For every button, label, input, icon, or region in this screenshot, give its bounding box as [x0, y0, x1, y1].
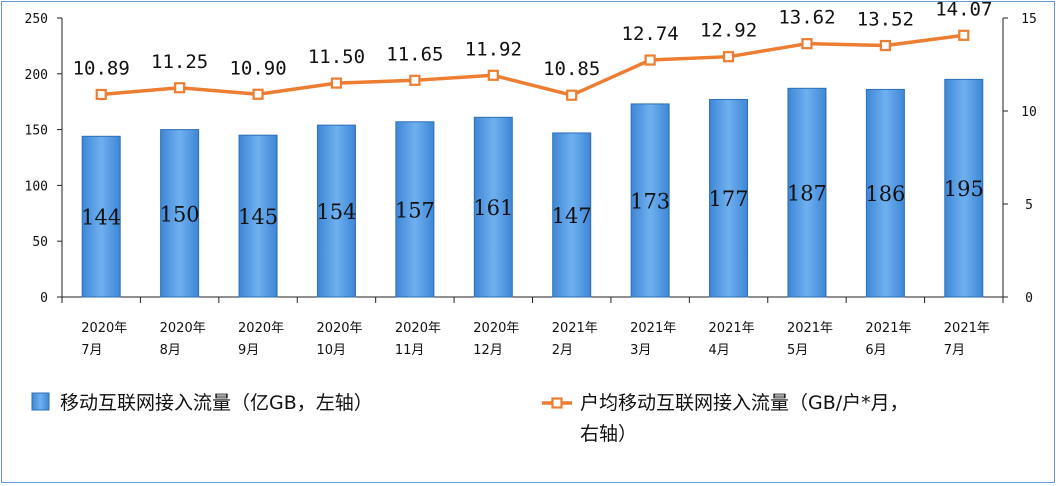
bar [81, 135, 121, 298]
line-data-label: 10.85 [543, 58, 600, 80]
bar-data-label: 154 [316, 200, 356, 224]
bar [395, 121, 435, 298]
x-category-label-month: 9月 [238, 343, 259, 358]
line-data-label: 11.65 [386, 43, 443, 65]
line-point-marker [487, 69, 499, 81]
bar-data-label: 157 [395, 198, 435, 222]
left-axis-tick-label: 150 [25, 124, 48, 139]
x-category-label-month: 10月 [316, 343, 346, 358]
line-point-marker [174, 82, 186, 94]
bar-data-label: 161 [473, 196, 513, 220]
right-axis-tick-label: 15 [1021, 12, 1037, 27]
legend-bar-swatch [31, 392, 50, 411]
line-data-label: 12.92 [700, 20, 757, 42]
bar-data-label: 186 [865, 182, 905, 206]
left-axis-tick-label: 0 [40, 291, 48, 306]
bar [473, 116, 513, 298]
bar [238, 134, 278, 298]
line-point-marker [644, 54, 656, 66]
bar [160, 129, 200, 298]
line-data-label: 10.89 [73, 57, 130, 79]
left-axis-tick-label: 200 [25, 68, 48, 83]
x-category-label-year: 2021年 [630, 321, 676, 336]
legend-line-marker [551, 397, 563, 409]
left-axis-tick-label: 100 [25, 179, 48, 194]
bar [552, 132, 592, 298]
x-category-label-month: 3月 [630, 343, 651, 358]
right-axis-tick-label: 5 [1025, 198, 1033, 213]
bar-data-label: 187 [787, 182, 827, 206]
x-category-label-year: 2021年 [552, 321, 598, 336]
bar-data-label: 195 [944, 177, 984, 201]
x-category-label-year: 2021年 [865, 321, 911, 336]
x-category-label-month: 5月 [787, 343, 808, 358]
x-category-label-month: 2月 [552, 343, 573, 358]
line-series-path [101, 33, 965, 97]
line-point-marker [566, 89, 578, 101]
x-category-label-year: 2020年 [160, 321, 206, 336]
left-axis-tick-label: 250 [25, 12, 48, 27]
line-point-marker [801, 38, 813, 50]
bar [709, 98, 749, 298]
line-data-label: 11.25 [151, 51, 208, 73]
x-category-label-month: 7月 [944, 343, 965, 358]
x-category-label-year: 2020年 [395, 321, 441, 336]
legend-line-label-cont: 右轴） [580, 423, 637, 445]
bar [630, 103, 670, 298]
line-point-marker [409, 74, 421, 86]
bar-data-label: 150 [160, 202, 200, 226]
x-category-label-year: 2020年 [81, 321, 127, 336]
line-data-label: 13.62 [778, 7, 835, 29]
x-category-label-month: 7月 [81, 343, 102, 358]
bar [787, 87, 827, 298]
right-axis-tick-label: 0 [1025, 291, 1033, 306]
bar-data-label: 147 [552, 204, 592, 228]
x-category-label-year: 2020年 [473, 321, 519, 336]
bar [316, 124, 356, 298]
legend-bar-label: 移动互联网接入流量（亿GB，左轴） [60, 392, 373, 414]
bar-data-label: 173 [630, 189, 670, 213]
x-category-label-month: 12月 [473, 343, 503, 358]
legend-line-label: 户均移动互联网接入流量（GB/户*月， [580, 392, 909, 414]
x-category-label-year: 2021年 [709, 321, 755, 336]
x-category-label-month: 4月 [709, 343, 730, 358]
bar-data-label: 144 [81, 206, 121, 230]
bar [944, 78, 984, 298]
bar-data-label: 145 [238, 205, 278, 229]
x-category-label-year: 2021年 [944, 321, 990, 336]
line-point-marker [958, 29, 970, 41]
x-category-label-month: 11月 [395, 343, 425, 358]
line-data-label: 10.90 [229, 57, 286, 79]
line-point-marker [252, 88, 264, 100]
left-axis-tick-label: 50 [32, 235, 48, 250]
line-point-marker [879, 39, 891, 52]
line-data-label: 13.52 [857, 9, 914, 31]
line-point-marker [330, 77, 343, 89]
x-category-label-year: 2020年 [238, 321, 284, 336]
line-data-label: 11.92 [465, 38, 522, 60]
x-category-label-month: 6月 [865, 343, 886, 358]
line-point-marker [95, 88, 107, 101]
line-data-label: 14.07 [935, 0, 992, 20]
x-category-label-year: 2020年 [316, 321, 362, 336]
line-point-marker [722, 51, 735, 63]
bar [865, 88, 905, 298]
line-data-label: 11.50 [308, 46, 365, 68]
right-axis-tick-label: 10 [1021, 105, 1037, 120]
line-data-label: 12.74 [622, 23, 679, 45]
x-category-label-month: 8月 [160, 343, 181, 358]
bar-data-label: 177 [708, 187, 748, 211]
x-category-label-year: 2021年 [787, 321, 833, 336]
